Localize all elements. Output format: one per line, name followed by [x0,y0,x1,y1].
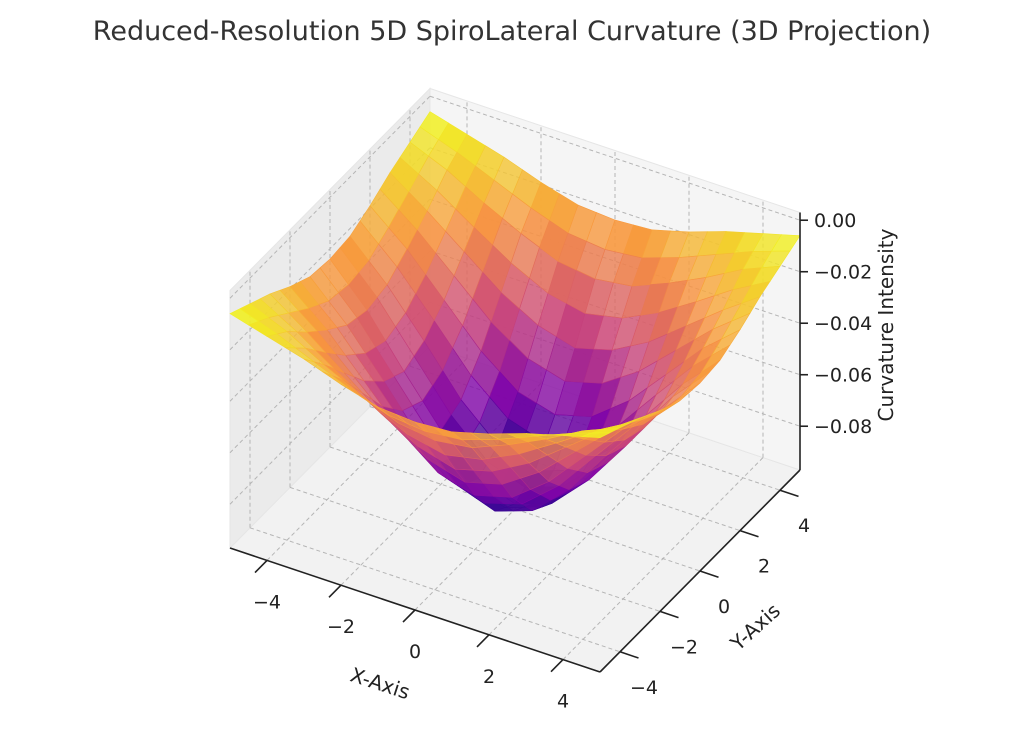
grid-line-y [249,527,621,653]
x-tick-mark [476,634,490,648]
z-tick-label: −0.08 [814,416,872,438]
y-tick-mark [699,570,719,578]
z-tick-label: 0.00 [814,210,856,232]
y-tick-label: 0 [718,596,730,618]
y-tick-label: −4 [630,677,658,699]
z-tick-label: −0.02 [814,262,872,284]
x-tick-mark [254,559,268,574]
x-tick-label: 4 [557,691,569,713]
grid-line-z [229,95,431,299]
y-tick-mark [659,610,679,619]
grid-line-x [266,358,468,561]
surface [229,111,801,512]
grid-line-y [289,486,661,612]
z-axis-label: Curvature Intensity [874,228,898,421]
x-tick-label: 0 [409,641,421,663]
y-tick-label: 2 [758,556,770,578]
grid-line-x [340,382,542,586]
y-tick-label: 4 [798,515,810,537]
grid-line-z [229,147,431,351]
grid-line-y [329,446,701,572]
y-tick-label: −2 [670,636,698,658]
y-tick-mark [619,651,639,659]
x-tick-label: 2 [483,666,495,688]
surface-facet [581,432,611,438]
axes: −4 −2 0 2 4 −4 −2 0 2 4 0.00 −0.02 −0.04 −0.06 −0.08 [229,210,872,713]
y-tick-mark [739,529,759,538]
y-axis-label: Y-Axis [725,598,785,655]
x-tick-mark [550,659,564,673]
grid-line-z [429,95,801,221]
chart-title: Reduced-Resolution 5D SpiroLateral Curva… [93,16,931,47]
z-tick-label: −0.04 [814,313,872,335]
x-tick-mark [402,609,416,623]
y-tick-mark [779,489,799,498]
x-tick-label: −4 [253,591,281,613]
grid-line-z [229,301,431,505]
z-tick-label: −0.06 [814,365,872,387]
x-axis-label: X-Axis [347,663,412,705]
x-tick-mark [328,584,342,598]
x-tick-label: −2 [327,616,355,638]
